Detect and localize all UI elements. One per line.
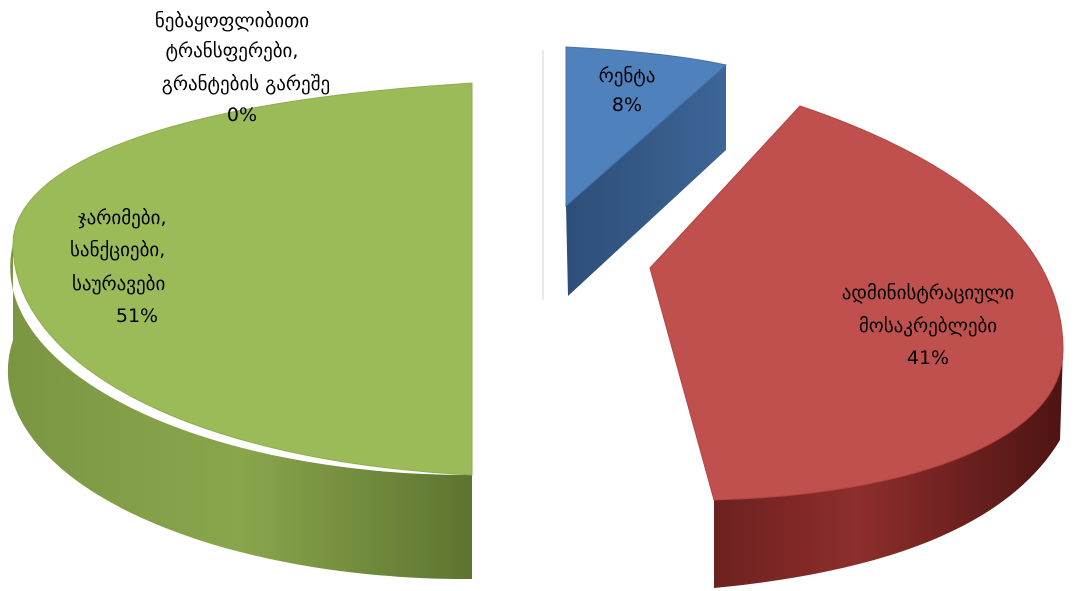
slice-fines-side: [7, 244, 472, 580]
label-admin-line-1: ადმინისტრაციული: [842, 282, 1015, 304]
label-transfers-line-1: ნებაყოფლიბითი: [155, 10, 309, 32]
label-fines-line-1: ჯარიმები,: [78, 207, 167, 229]
label-fines-line-2: სანქციები,: [70, 239, 165, 261]
pie-slice-fines: [7, 82, 473, 580]
label-rent: რენტა 8%: [599, 65, 656, 116]
label-transfers-line-3: გრანტების გარეშე: [162, 73, 330, 95]
pie-slice-admin: [649, 105, 1064, 588]
label-transfers: ნებაყოფლიბითი ტრანსფერები, გრანტების გარ…: [155, 10, 330, 126]
label-admin-percent: 41%: [907, 347, 949, 369]
label-transfers-percent: 0%: [227, 104, 257, 126]
label-fines-percent: 51%: [116, 305, 158, 327]
label-rent-line-1: რენტა: [599, 65, 656, 87]
label-rent-percent: 8%: [612, 94, 642, 116]
slice-fines-top: [12, 82, 473, 476]
label-admin-line-2: მოსაკრებლები: [859, 315, 997, 337]
label-fines-line-3: საურავები: [72, 273, 165, 295]
label-fines: ჯარიმები, სანქციები, საურავები 51%: [70, 207, 167, 327]
slice-admin-side: [650, 268, 1063, 588]
slice-rent-side: [566, 65, 726, 296]
label-transfers-line-2: ტრანსფერები,: [166, 40, 299, 62]
label-admin: ადმინისტრაციული მოსაკრებლები 41%: [842, 282, 1015, 369]
pie-slice-rent: [565, 46, 728, 296]
slice-rent-top: [565, 46, 728, 208]
slice-admin-top: [649, 105, 1064, 501]
